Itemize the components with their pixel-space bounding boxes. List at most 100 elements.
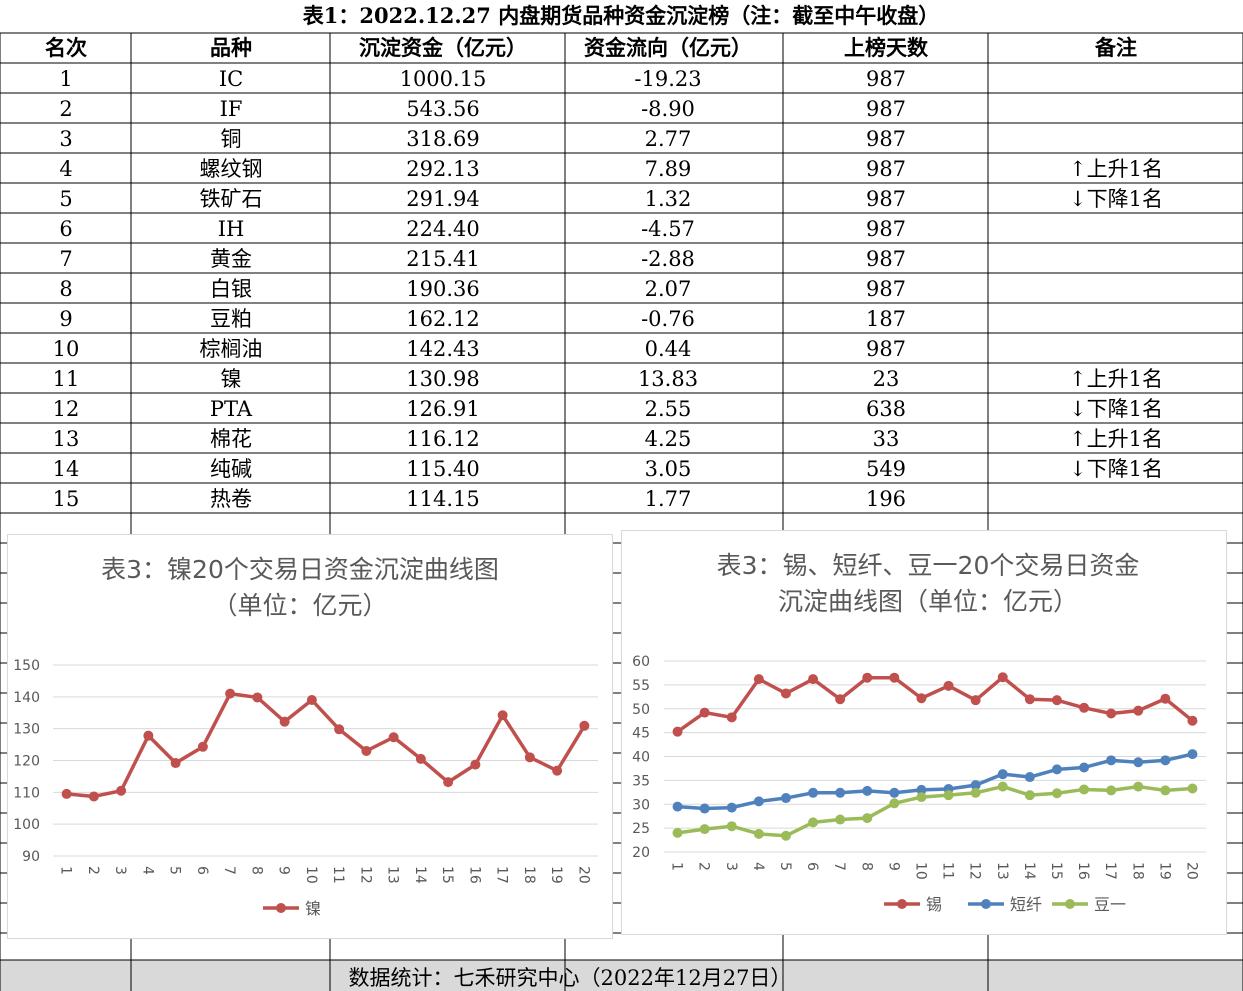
x-tick-label: 10: [912, 862, 928, 880]
data-point: [862, 672, 873, 683]
data-point: [862, 785, 873, 796]
y-tick-label: 45: [632, 726, 650, 742]
data-point: [753, 828, 764, 839]
data-point: [1133, 705, 1144, 716]
data-point: [197, 741, 208, 752]
header-cell: 资金流向（亿元）: [584, 35, 752, 60]
table-cell: ↑上升1名: [1069, 367, 1163, 391]
data-point: [726, 821, 737, 832]
chart-title-line: 沉淀曲线图（单位：亿元）: [778, 587, 1078, 616]
chart-title-line: 表3：镍20个交易日资金沉淀曲线图: [101, 555, 499, 584]
data-point: [1079, 762, 1090, 773]
data-point: [780, 830, 791, 841]
x-tick-label: 6: [194, 866, 210, 875]
data-point: [1133, 781, 1144, 792]
y-tick-label: 150: [13, 658, 40, 674]
table-row: 1 IC 1000.15 -19.23 987: [59, 67, 906, 91]
data-point: [943, 790, 954, 801]
data-point: [1160, 785, 1171, 796]
x-tick-label: 7: [221, 866, 237, 875]
table-row: 3 铜 318.69 2.77 987: [59, 127, 906, 151]
data-point: [808, 817, 819, 828]
table-cell: 115.40: [406, 457, 479, 481]
data-point: [699, 803, 710, 814]
header-cell: 沉淀资金（亿元）: [359, 35, 527, 60]
table-cell: 12: [53, 397, 80, 421]
table-cell: 116.12: [406, 427, 479, 451]
chart-legend: 镍: [263, 899, 321, 918]
x-tick-label: 5: [777, 862, 793, 871]
x-tick-label: 11: [330, 866, 346, 884]
chart-legend: 锡 短纤 豆一: [884, 895, 1126, 914]
table-cell: 1.77: [645, 487, 692, 511]
table-cell: 224.40: [406, 217, 479, 241]
table-cell: IF: [220, 97, 243, 121]
table-cell: ↑上升1名: [1069, 157, 1163, 181]
series-镍: [61, 688, 590, 802]
table-cell: 130.98: [406, 367, 479, 391]
table-cell: 9: [59, 307, 72, 331]
series-line: [676, 675, 1194, 734]
table-row: 10 棕榈油 142.43 0.44 987: [53, 337, 906, 361]
y-tick-label: 40: [632, 750, 650, 766]
data-point: [916, 792, 927, 803]
table-cell: 7.89: [645, 157, 692, 181]
table-cell: 638: [866, 397, 906, 421]
data-point: [862, 813, 873, 824]
data-point: [306, 695, 317, 706]
table-cell: -0.76: [641, 307, 695, 331]
table-cell: 4: [59, 157, 72, 181]
legend-label: 豆一: [1094, 895, 1126, 914]
table-cell: 23: [873, 367, 900, 391]
table-row: 13 棉花 116.12 4.25 33 ↑上升1名: [53, 427, 1163, 451]
x-tick-label: 2: [696, 862, 712, 871]
table-cell: 铁矿石: [200, 187, 263, 211]
legend-label: 锡: [926, 895, 942, 914]
table-row: 11 镍 130.98 13.83 23 ↑上升1名: [53, 367, 1163, 391]
y-tick-label: 110: [13, 785, 40, 801]
chart-gridlines: 20 25 30 35 40 45 50 55 60: [632, 654, 1206, 861]
data-point: [524, 752, 535, 763]
x-tick-label: 6: [804, 862, 820, 871]
data-point: [252, 692, 263, 703]
data-point: [579, 720, 590, 731]
table-cell: 987: [866, 337, 906, 361]
table-cell: 2.55: [645, 397, 692, 421]
table-row: 5 铁矿石 291.94 1.32 987 ↓下降1名: [59, 187, 1163, 211]
table-row: 2 IF 543.56 -8.90 987: [59, 97, 906, 121]
table-cell: IC: [219, 67, 243, 91]
x-tick-label: 16: [466, 866, 482, 884]
x-tick-label: 18: [521, 866, 537, 884]
table-cell: 318.69: [406, 127, 479, 151]
table-cell: 187: [866, 307, 906, 331]
tin-fiber-soy-chart: 表3：锡、短纤、豆一20个交易日资金 沉淀曲线图（单位：亿元） 20 25 30 35 40…: [621, 530, 1227, 935]
x-tick-label: 5: [167, 866, 183, 875]
data-point: [699, 824, 710, 835]
table-cell: 白银: [210, 277, 252, 301]
legend-label: 短纤: [1010, 895, 1042, 914]
x-tick-label: 1: [669, 862, 685, 871]
table-cell: 190.36: [406, 277, 479, 301]
table-cell: 纯碱: [210, 457, 252, 481]
y-tick-label: 35: [632, 773, 650, 789]
x-tick-label: 11: [940, 862, 956, 880]
table-cell: -8.90: [641, 97, 695, 121]
table-row: 7 黄金 215.41 -2.88 987: [59, 247, 906, 271]
x-tick-label: 10: [303, 866, 319, 884]
table-cell: 126.91: [406, 397, 479, 421]
table-row: 9 豆粕 162.12 -0.76 187: [59, 307, 906, 331]
table-cell: ↓下降1名: [1069, 397, 1163, 421]
table-row: 14 纯碱 115.40 3.05 549 ↓下降1名: [53, 457, 1163, 481]
footer-background: [0, 960, 1243, 991]
x-tick-label: 9: [885, 862, 901, 871]
y-tick-label: 140: [13, 690, 40, 706]
legend-marker: [981, 899, 991, 909]
data-point: [1187, 715, 1198, 726]
header-cell: 名次: [45, 35, 87, 60]
data-point: [279, 716, 290, 727]
table-cell: 987: [866, 127, 906, 151]
nickel-chart: 表3：镍20个交易日资金沉淀曲线图 （单位：亿元） 90 100 110 120 130 14…: [7, 534, 613, 939]
x-tick-label: 19: [548, 866, 564, 884]
data-point: [726, 802, 737, 813]
data-point: [497, 710, 508, 721]
